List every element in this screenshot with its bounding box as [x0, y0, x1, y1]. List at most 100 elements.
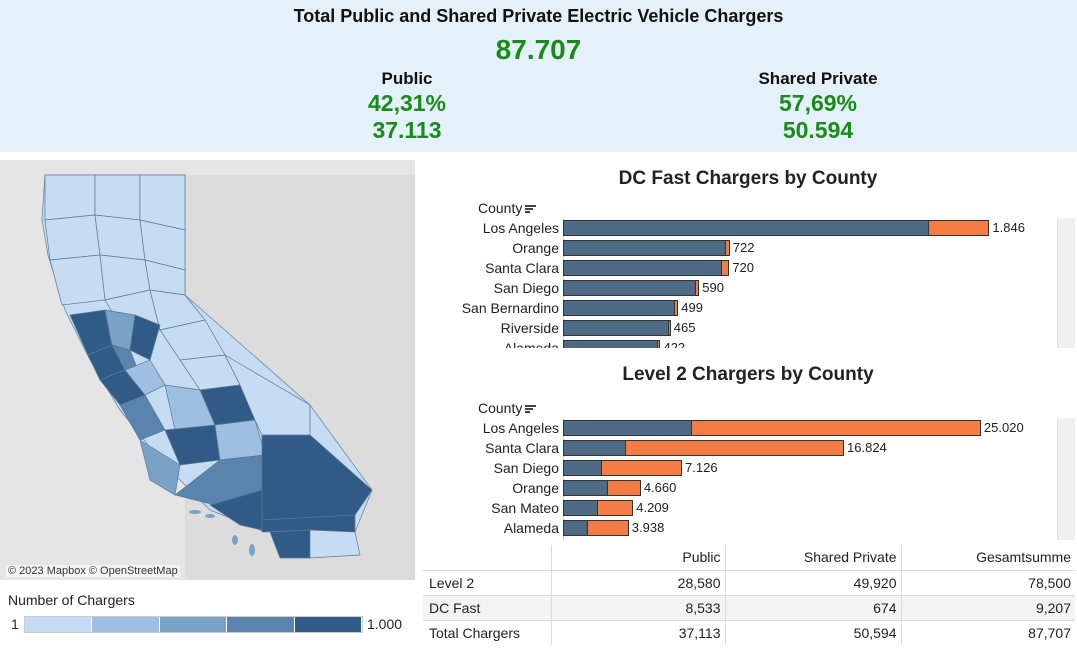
bar-row[interactable]: Santa Clara 16.824: [423, 438, 1055, 458]
bar-total-label: 7.126: [685, 460, 718, 475]
bar-public[interactable]: [563, 280, 697, 296]
public-kpi: Public 42,31% 37.113: [297, 68, 517, 144]
bar-shared-private[interactable]: [668, 320, 671, 336]
bar-row[interactable]: Orange 722: [423, 238, 1055, 258]
bar-row[interactable]: Alameda 422: [423, 338, 1055, 348]
county-label: Los Angeles: [482, 220, 559, 236]
bar-public[interactable]: [563, 220, 930, 236]
bar-shared-private[interactable]: [722, 260, 730, 276]
county-label: San Diego: [493, 460, 559, 476]
bar-public[interactable]: [563, 420, 692, 436]
bar-row[interactable]: Santa Clara 720: [423, 258, 1055, 278]
county-label: San Bernardino: [461, 300, 559, 316]
map-attribution: © 2023 Mapbox © OpenStreetMap: [6, 565, 180, 577]
bar-shared-private[interactable]: [588, 520, 629, 536]
bay-area-counties: [69, 309, 166, 406]
legend-max: 1.000: [367, 616, 403, 632]
bar-shared-private[interactable]: [726, 240, 730, 256]
level2-chart-title: Level 2 Chargers by County: [622, 364, 874, 385]
sort-icon[interactable]: [525, 404, 537, 414]
bar-total-label: 4.209: [636, 500, 669, 515]
bar-row[interactable]: San Diego 590: [423, 278, 1055, 298]
level2-county-header[interactable]: County: [478, 400, 537, 416]
bar-shared-private[interactable]: [608, 480, 641, 496]
bar-row[interactable]: Riverside 465: [423, 318, 1055, 338]
county-label: San Diego: [493, 280, 559, 296]
bar-row[interactable]: Los Angeles 25.020: [423, 418, 1055, 438]
california-map-svg[interactable]: [0, 160, 415, 580]
table-header-total: Gesamtsumme: [900, 545, 1075, 570]
bar-public[interactable]: [563, 460, 603, 476]
southern-counties: [174, 434, 373, 559]
county-label: Riverside: [500, 320, 559, 336]
bar-shared-private[interactable]: [691, 420, 981, 436]
table-header-shared: Shared Private: [724, 545, 901, 570]
summary-total: 87.707: [495, 34, 582, 65]
bar-row[interactable]: Los Angeles 1.846: [423, 218, 1055, 238]
bar-row[interactable]: San Bernardino 499: [423, 298, 1055, 318]
bar-row[interactable]: San Diego 7.126: [423, 458, 1055, 478]
legend-swatch: [25, 617, 93, 632]
table-row: Total Chargers 37,113 50,594 87,707: [423, 619, 1075, 645]
bar-public[interactable]: [563, 240, 727, 256]
bar-shared-private[interactable]: [696, 280, 700, 296]
channel-islands: [189, 510, 255, 556]
bar-total-label: 1.846: [992, 220, 1025, 235]
bar-public[interactable]: [563, 320, 669, 336]
bar-shared-private[interactable]: [598, 500, 634, 516]
bar-total-label: 25.020: [983, 420, 1024, 435]
bar-row[interactable]: Alameda 3.938: [423, 518, 1055, 538]
bar-public[interactable]: [563, 300, 676, 316]
bar-total-label: 722: [732, 240, 755, 255]
axis-line: [563, 418, 564, 540]
county-label: San Mateo: [491, 500, 559, 516]
dc-fast-scrollbar[interactable]: [1057, 218, 1075, 348]
cell-shared: 50,594: [724, 619, 901, 645]
table-row: DC Fast 8,533 674 9,207: [423, 594, 1075, 620]
bar-shared-private[interactable]: [602, 460, 683, 476]
cell-total: 9,207: [900, 594, 1075, 620]
bar-shared-private[interactable]: [657, 340, 661, 348]
bar-shared-private[interactable]: [626, 440, 845, 456]
bar-public[interactable]: [563, 340, 658, 348]
bar-public[interactable]: [563, 480, 609, 496]
sort-icon[interactable]: [525, 204, 537, 214]
bar-row[interactable]: San Mateo 4.209: [423, 498, 1055, 518]
bar-total-label: 720: [732, 260, 755, 275]
dc-fast-chart-title: DC Fast Chargers by County: [618, 168, 878, 189]
dc-fast-county-header[interactable]: County: [478, 200, 537, 216]
summary-panel: Total Public and Shared Private Electric…: [0, 0, 1077, 152]
legend-swatch: [159, 617, 228, 632]
bar-total-label: 4.660: [643, 480, 677, 495]
county-label: Alameda: [503, 520, 559, 536]
bar-public[interactable]: [563, 260, 723, 276]
shared-count: 50.594: [782, 117, 854, 143]
legend-min: 1: [11, 616, 19, 632]
shared-kpi: Shared Private 57,69% 50.594: [708, 68, 928, 144]
level2-scrollbar[interactable]: [1057, 418, 1075, 540]
table-row: Level 2 28,580 49,920 78,500: [423, 569, 1075, 595]
bar-total-label: 465: [673, 320, 696, 335]
central-counties: [119, 384, 266, 496]
legend-color-scale: [24, 616, 363, 633]
dc-fast-bar-chart[interactable]: Los Angeles 1.846 Orange 722 Santa Clara 720 S…: [423, 218, 1055, 348]
bar-shared-private[interactable]: [929, 220, 990, 236]
county-map[interactable]: © 2023 Mapbox © OpenStreetMap: [0, 160, 415, 580]
bar-public[interactable]: [563, 440, 627, 456]
level2-bar-chart[interactable]: Los Angeles 25.020 Santa Clara 16.824 San Di…: [423, 418, 1055, 540]
legend-swatch: [227, 617, 295, 632]
cell-shared: 674: [724, 594, 901, 620]
bar-public[interactable]: [563, 520, 589, 536]
bar-public[interactable]: [563, 500, 599, 516]
legend-swatch: [294, 617, 363, 632]
bar-shared-private[interactable]: [675, 300, 679, 316]
legend-swatch: [92, 617, 160, 632]
row-label: Level 2: [423, 569, 551, 595]
bar-total-label: 16.824: [847, 440, 887, 455]
county-label: Alameda: [503, 340, 559, 348]
cell-public: 37,113: [550, 619, 725, 645]
table-header-row: Public Shared Private Gesamtsumme: [423, 545, 1075, 570]
cell-public: 28,580: [550, 569, 725, 595]
legend-title: Number of Chargers: [8, 592, 135, 608]
bar-row[interactable]: Orange 4.660: [423, 478, 1055, 498]
